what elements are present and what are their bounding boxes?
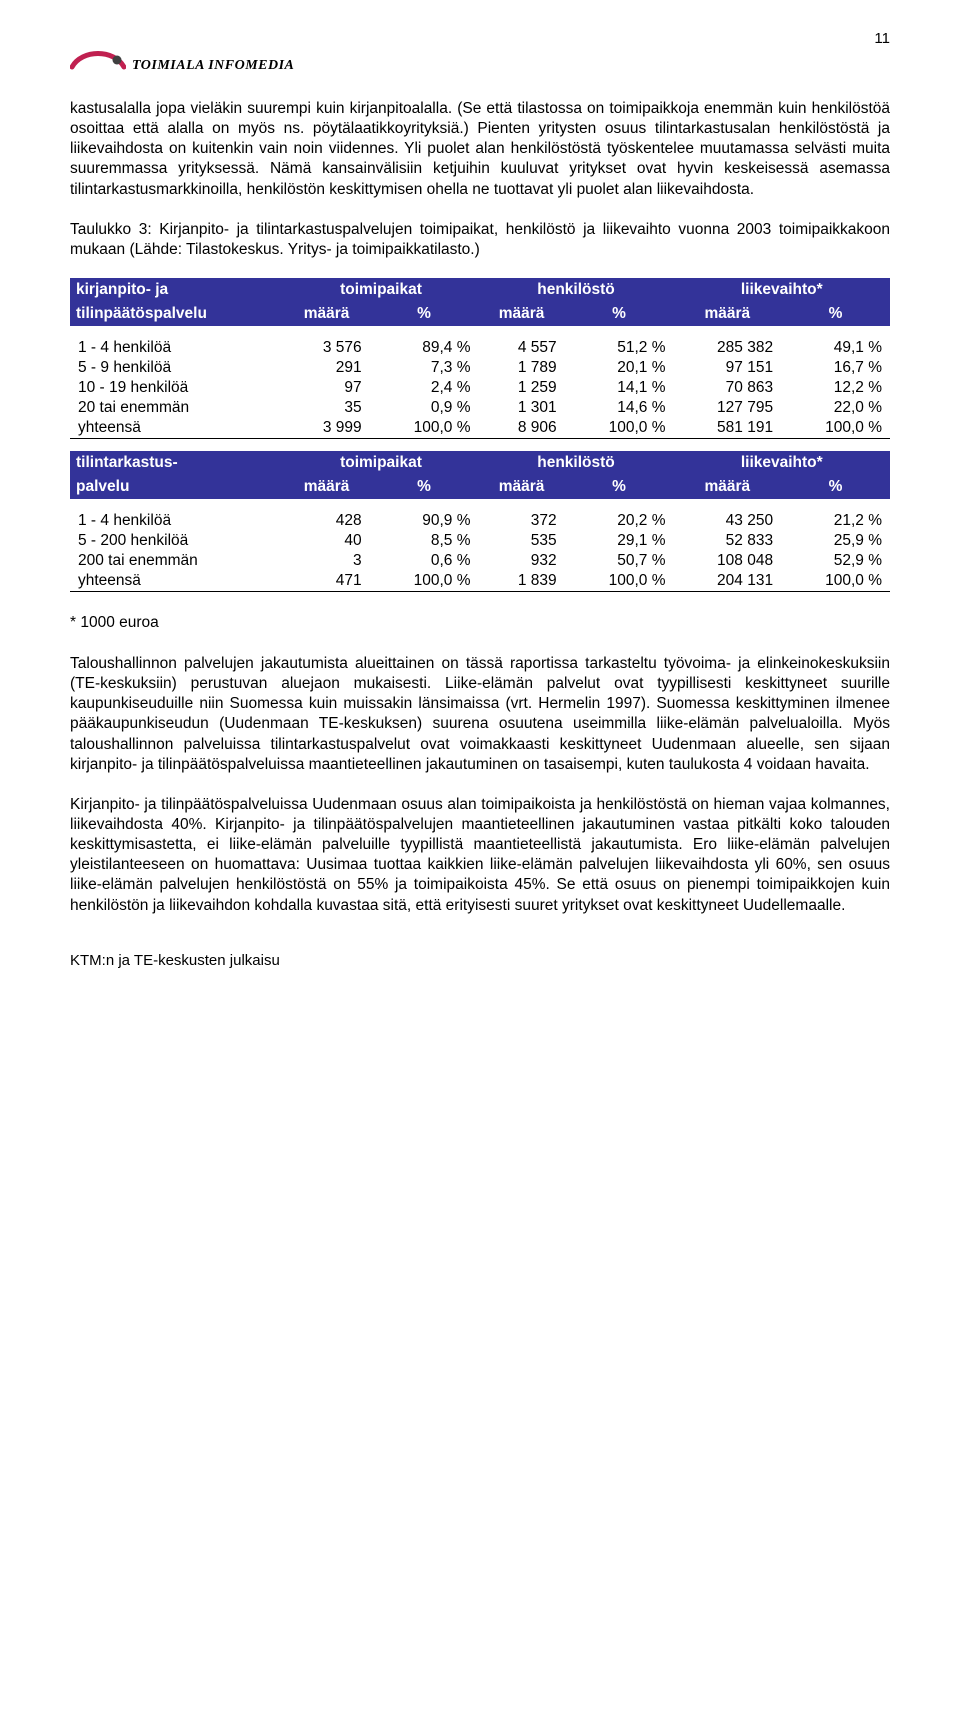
t2-col-toimipaikat: toimipaikat (283, 451, 478, 475)
table-row: 10 - 19 henkilöä 97 2,4 % 1 259 14,1 % 7… (70, 378, 890, 398)
t1-col-liikevaihto: liikevaihto* (674, 278, 891, 302)
table-row-total: yhteensä 471 100,0 % 1 839 100,0 % 204 1… (70, 571, 890, 592)
table-footnote: * 1000 euroa (70, 614, 890, 632)
table-3-kirjanpito: kirjanpito- ja toimipaikat henkilöstö li… (70, 278, 890, 592)
t1-col-henkilosto: henkilöstö (478, 278, 673, 302)
t1-sub: % (565, 302, 674, 326)
t2-sub: määrä (478, 475, 564, 499)
paragraph-3: Kirjanpito- ja tilinpäätöspalveluissa Uu… (70, 795, 890, 916)
page-footer: KTM:n ja TE-keskusten julkaisu (70, 952, 890, 969)
t2-col-liikevaihto: liikevaihto* (674, 451, 891, 475)
paragraph-1: kastusalalla jopa vieläkin suurempi kuin… (70, 99, 890, 200)
table-caption: Taulukko 3: Kirjanpito- ja tilintarkastu… (70, 220, 890, 260)
page-number: 11 (70, 30, 890, 47)
table-row: 5 - 200 henkilöä 40 8,5 % 535 29,1 % 52 … (70, 531, 890, 551)
table-row-total: yhteensä 3 999 100,0 % 8 906 100,0 % 581… (70, 418, 890, 439)
table-row: 20 tai enemmän 35 0,9 % 1 301 14,6 % 127… (70, 398, 890, 418)
table-row: 5 - 9 henkilöä 291 7,3 % 1 789 20,1 % 97… (70, 358, 890, 378)
t1-title-a: kirjanpito- ja (70, 278, 283, 302)
t2-sub: määrä (283, 475, 369, 499)
t1-sub: % (370, 302, 479, 326)
t2-sub: % (370, 475, 479, 499)
brand-name: TOIMIALA INFOMEDIA (132, 58, 294, 74)
t2-sub: määrä (674, 475, 782, 499)
table-row: 1 - 4 henkilöä 428 90,9 % 372 20,2 % 43 … (70, 511, 890, 531)
t1-sub: % (781, 302, 890, 326)
t2-col-henkilosto: henkilöstö (478, 451, 673, 475)
t1-col-toimipaikat: toimipaikat (283, 278, 478, 302)
t2-sub: % (565, 475, 674, 499)
t2-title-a: tilintarkastus- (70, 451, 283, 475)
brand-logo: TOIMIALA INFOMEDIA (70, 51, 890, 81)
t1-title-b: tilinpäätöspalvelu (70, 302, 283, 326)
table-row: 1 - 4 henkilöä 3 576 89,4 % 4 557 51,2 %… (70, 338, 890, 358)
t1-sub: määrä (283, 302, 369, 326)
paragraph-2: Taloushallinnon palvelujen jakautumista … (70, 654, 890, 775)
t1-sub: määrä (478, 302, 564, 326)
t2-sub: % (781, 475, 890, 499)
t1-sub: määrä (674, 302, 782, 326)
t2-title-b: palvelu (70, 475, 283, 499)
logo-mark-icon (70, 51, 126, 81)
table-row: 200 tai enemmän 3 0,6 % 932 50,7 % 108 0… (70, 551, 890, 571)
